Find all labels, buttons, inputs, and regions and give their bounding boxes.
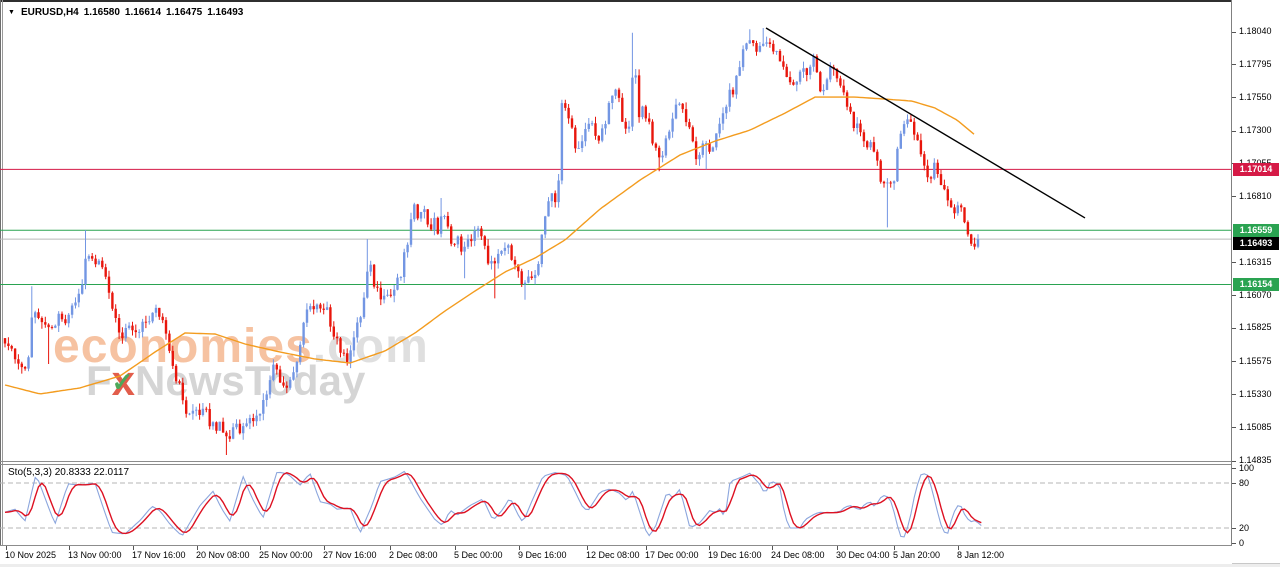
stoch-scale-label: 100 [1239, 463, 1255, 473]
indicator-label: Sto(5,3,3) 20.8333 22.0117 [8, 467, 130, 478]
stoch-k-line [4, 470, 982, 538]
time-axis-tick [894, 546, 895, 550]
price-axis-tick [1232, 196, 1236, 198]
time-axis-tick [519, 546, 520, 550]
time-axis-label: 9 Dec 16:00 [518, 550, 567, 560]
stoch-scale-label: 80 [1239, 478, 1250, 488]
price-axis-label: 1.18040 [1239, 26, 1272, 36]
window-border-top [0, 0, 1280, 2]
stoch-scale-label: 0 [1239, 538, 1245, 548]
price-axis-tick [1232, 427, 1236, 429]
time-axis-tick [324, 546, 325, 550]
symbol-title: ▼ EURUSD,H4 1.16580 1.16614 1.16475 1.16493 [8, 7, 248, 18]
price-axis-label: 1.17300 [1239, 125, 1272, 136]
watermark-brand-suffix: .com [312, 320, 429, 373]
stoch-scale-label: 20 [1239, 523, 1250, 533]
time-axis-label: 10 Nov 2025 [5, 550, 57, 560]
time-axis-tick [455, 546, 456, 550]
stoch-scale-tick [1232, 542, 1236, 544]
price-axis-label: 1.16070 [1239, 289, 1272, 300]
time-axis-tick [390, 546, 391, 550]
time-axis-tick [197, 546, 198, 550]
price-axis-tick [1232, 361, 1236, 363]
check-icon: ✓ [111, 367, 134, 397]
price-marker[interactable]: 1.16559 [1233, 223, 1279, 237]
time-axis[interactable]: 10 Nov 2025 13 Nov 00:00 17 Nov 16:00 20 No… [0, 545, 1232, 564]
price-axis-tick [1232, 327, 1236, 329]
bull-candle-wicks [28, 28, 979, 440]
time-axis-label: 17 Nov 16:00 [132, 550, 186, 560]
window-border-left [0, 0, 1, 563]
watermark-brand: economies.com [53, 323, 429, 371]
price-axis-label: 1.15825 [1239, 322, 1272, 333]
price-axis-label: 1.14835 [1239, 455, 1272, 465]
price-axis-tick [1232, 262, 1236, 264]
price-axis-label: 1.17795 [1239, 58, 1272, 69]
price-axis-tick [1232, 295, 1236, 297]
price-marker[interactable]: 1.17014 [1233, 162, 1279, 176]
price-open: 1.16580 [83, 7, 120, 18]
time-axis-label: 17 Dec 00:00 [645, 550, 699, 560]
time-axis-label: 20 Nov 08:00 [196, 550, 250, 560]
time-axis-label: 5 Jan 20:00 [893, 550, 941, 560]
symbol-period: EURUSD,H4 [20, 7, 79, 18]
bear-candle-wicks [4, 38, 976, 455]
time-axis-label: 19 Dec 16:00 [708, 550, 762, 560]
stoch-scale-tick [1232, 467, 1236, 469]
time-axis-label: 2 Dec 08:00 [389, 550, 438, 560]
price-axis-label: 1.17550 [1239, 91, 1272, 102]
price-axis-tick [1232, 97, 1236, 99]
symbol-dropdown-icon[interactable]: ▼ [8, 9, 15, 16]
time-axis-tick [709, 546, 710, 550]
time-axis-tick [837, 546, 838, 550]
price-axis-tick [1232, 460, 1236, 462]
time-axis-label: 5 Dec 00:00 [454, 550, 503, 560]
chart-canvas[interactable] [0, 0, 1232, 563]
time-axis-label: 13 Nov 00:00 [68, 550, 122, 560]
stoch-scale-tick [1232, 527, 1236, 529]
price-axis-label: 1.15330 [1239, 388, 1272, 399]
price-close: 1.16493 [207, 7, 244, 18]
time-axis-tick [6, 546, 7, 550]
time-axis-tick [69, 546, 70, 550]
stoch-scale-tick [1232, 482, 1236, 484]
price-axis-tick [1232, 64, 1236, 66]
price-high: 1.16614 [124, 7, 162, 18]
price-axis[interactable]: 1.180401.177951.175501.173001.170551.168… [1232, 0, 1280, 563]
time-axis-label: 30 Dec 04:00 [836, 550, 890, 560]
time-axis-tick [133, 546, 134, 550]
time-axis-label: 25 Nov 00:00 [259, 550, 313, 560]
price-low: 1.16475 [166, 7, 203, 18]
moving-average-line[interactable] [4, 96, 975, 395]
time-axis-tick [772, 546, 773, 550]
watermark-brand-text: economies [53, 320, 313, 373]
price-axis-label: 1.15085 [1239, 421, 1272, 432]
window-border-left-inner [2, 0, 3, 563]
time-axis-label: 24 Dec 08:00 [771, 550, 825, 560]
time-axis-label: 8 Jan 12:00 [957, 550, 1005, 560]
time-axis-tick [646, 546, 647, 550]
trendline[interactable] [765, 27, 1086, 219]
time-axis-tick [587, 546, 588, 550]
price-axis-tick [1232, 31, 1236, 33]
time-axis-label: 27 Nov 16:00 [323, 550, 377, 560]
price-axis-label: 1.16810 [1239, 190, 1272, 201]
price-axis-label: 1.16315 [1239, 256, 1272, 267]
price-axis-tick [1232, 394, 1236, 396]
stoch-d-line [4, 472, 982, 535]
price-marker[interactable]: 1.16154 [1233, 277, 1279, 291]
time-axis-label: 12 Dec 08:00 [586, 550, 640, 560]
price-axis-tick [1232, 130, 1236, 132]
time-axis-tick [260, 546, 261, 550]
time-axis-tick [958, 546, 959, 550]
price-marker[interactable]: 1.16493 [1233, 236, 1279, 250]
watermark-tagline-rest: NewsToday [135, 357, 366, 404]
price-axis-label: 1.15575 [1239, 355, 1272, 366]
